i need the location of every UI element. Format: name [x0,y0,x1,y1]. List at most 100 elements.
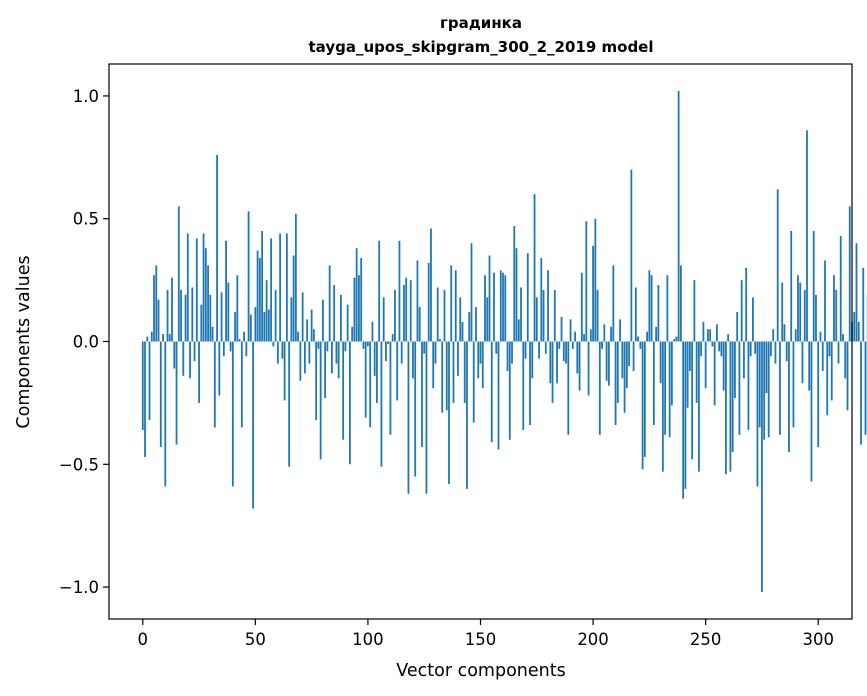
bar-202 [596,289,599,342]
bar-153 [486,297,489,342]
bar-65 [288,341,291,467]
bar-62 [281,341,284,359]
x-tick-label: 0 [138,630,149,649]
bar-77 [315,341,318,421]
bar-100 [367,341,369,347]
bar-259 [725,341,727,475]
bar-123 [418,307,421,342]
bar-193 [576,341,579,374]
bar-14 [173,341,176,369]
bar-233 [666,275,669,342]
bar-34 [218,341,221,396]
bar-127 [427,262,430,342]
x-tick-label: 100 [352,630,384,649]
y-axis: −1.0 −0.5 0.0 0.5 1.0 [59,87,109,597]
bar-232 [664,341,667,435]
bar-57 [270,238,273,342]
bar-224 [646,331,649,342]
bar-281 [774,341,777,364]
bar-163 [508,341,511,440]
bar-138 [452,341,455,403]
bar-13 [171,277,173,342]
bar-60 [276,341,279,364]
bar-239 [679,265,682,342]
bar-3 [148,341,151,421]
bar-92 [349,341,351,465]
bar-54 [263,312,266,342]
bar-128 [430,228,432,342]
bar-44 [240,341,243,428]
bar-86 [335,341,338,364]
bar-16 [177,206,180,342]
bar-227 [652,341,655,425]
bar-101 [369,341,372,428]
bar-134 [443,289,446,342]
bar-300 [817,341,820,448]
bar-52 [258,258,261,342]
bar-112 [394,289,396,342]
bar-108 [385,341,387,362]
bar-223 [643,341,646,457]
bar-258 [722,341,725,391]
bar-78 [317,341,320,349]
y-tick-label: −0.5 [59,455,99,474]
bar-283 [779,341,781,435]
bar-56 [267,309,270,342]
bar-106 [380,341,383,467]
bar-149 [477,341,480,379]
bar-17 [180,289,182,342]
bar-68 [294,213,297,342]
bar-133 [441,341,444,413]
bar-251 [707,329,709,342]
bar-220 [637,336,640,342]
bar-27 [202,233,205,342]
bar-119 [409,280,412,342]
bar-215 [625,341,628,389]
bar-194 [578,341,581,391]
bar-290 [794,329,797,342]
bar-6 [155,265,158,342]
bar-177 [540,258,543,342]
bar-289 [792,341,795,428]
bar-229 [657,285,660,342]
bar-305 [828,341,831,357]
bar-213 [621,341,624,379]
bar-295 [806,130,808,342]
bar-286 [785,341,788,362]
bar-198 [587,341,590,396]
bar-122 [416,260,419,342]
bar-116 [403,285,405,342]
bar-36 [222,341,225,357]
bar-40 [231,341,234,487]
bar-32 [213,341,216,428]
bar-37 [225,240,227,342]
bar-199 [589,329,592,342]
bar-66 [290,297,293,342]
bar-18 [182,341,185,376]
bar-276 [763,341,766,440]
bar-39 [229,341,232,352]
bar-145 [468,312,471,342]
bar-195 [580,272,583,342]
bar-243 [688,341,691,371]
bar-49 [252,341,254,509]
chart-title-line2: tayga_upos_skipgram_300_2_2019 model [309,38,654,56]
bar-46 [245,341,248,357]
bar-146 [470,243,473,342]
bar-72 [303,341,306,374]
bar-79 [319,341,322,460]
bar-118 [407,341,410,494]
bar-316 [853,312,856,342]
bar-71 [301,292,304,342]
bar-231 [661,341,664,472]
bar-135 [445,341,448,411]
bar-303 [824,260,826,342]
bar-124 [421,341,423,448]
bar-170 [524,341,527,359]
bar-240 [682,341,685,499]
bar-9 [162,334,164,342]
bar-264 [736,312,739,342]
bar-186 [560,316,563,342]
bar-298 [812,230,815,342]
